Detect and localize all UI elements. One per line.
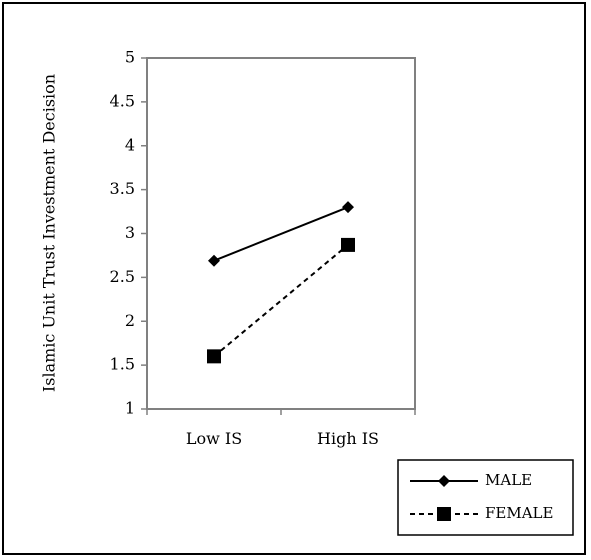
y-tick-label: 2.5 [110,267,135,286]
legend: MALE FEMALE [397,459,574,536]
y-ticks: 1 1.5 2 2.5 3 3.5 4 4.5 5 [110,48,147,418]
legend-items: MALE FEMALE [410,471,553,522]
y-tick-label: 4.5 [110,91,135,110]
y-tick-label: 5 [125,48,135,67]
data-point [342,201,354,214]
legend-marker [437,507,451,521]
data-point [208,254,220,267]
series-line [213,244,349,358]
series-layer [207,201,355,364]
y-tick-label: 1.5 [110,355,135,374]
series-male [208,201,354,267]
legend-label: FEMALE [485,504,553,522]
series-female [207,237,355,364]
legend-item: MALE [410,471,532,489]
data-point [341,237,355,252]
y-tick-label: 2 [125,311,135,330]
data-point [207,349,221,364]
y-tick-label: 3.5 [110,179,135,198]
x-tick-label: Low IS [186,429,242,448]
y-tick-label: 4 [125,135,135,154]
x-tick-label: High IS [317,429,379,448]
y-tick-label: 3 [125,223,135,242]
legend-marker [438,475,450,487]
x-ticks: Low IS High IS [146,409,416,448]
legend-item: FEMALE [410,504,553,522]
series-line [213,206,349,262]
y-axis-title: Islamic Unit Trust Investment Decision [40,74,59,392]
y-tick-label: 1 [125,399,135,418]
legend-box [397,459,574,536]
legend-label: MALE [485,471,532,489]
